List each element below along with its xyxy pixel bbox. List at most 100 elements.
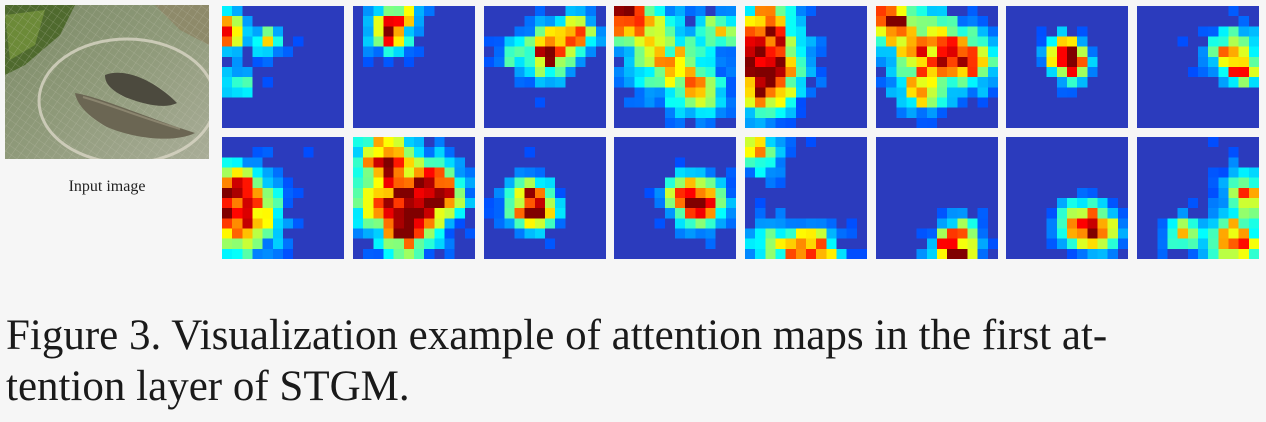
attention-cell <box>534 26 545 37</box>
attention-cell <box>705 16 716 27</box>
attention-cell <box>283 177 294 188</box>
attention-cell <box>634 6 645 17</box>
attention-cell <box>715 46 726 57</box>
attention-cell <box>906 107 917 118</box>
attention-cell <box>393 208 404 219</box>
attention-cell <box>242 36 253 47</box>
attention-cell <box>534 77 545 88</box>
attention-cell <box>545 177 556 188</box>
attention-cell <box>262 177 273 188</box>
attention-cell <box>896 56 907 67</box>
attention-cell <box>424 228 435 239</box>
attention-cell <box>373 16 384 27</box>
attention-cell <box>614 26 625 37</box>
attention-cell <box>937 208 948 219</box>
attention-cell <box>1218 208 1229 219</box>
attention-cell <box>947 248 958 259</box>
attention-cell <box>937 228 948 239</box>
attention-cell <box>624 26 635 37</box>
attention-cell <box>414 198 425 209</box>
attention-cell <box>1177 208 1188 219</box>
attention-cell <box>383 248 394 259</box>
attention-map-10 <box>353 137 475 259</box>
attention-cell <box>836 248 847 259</box>
attention-cell <box>222 16 233 27</box>
attention-cell <box>222 167 233 178</box>
attention-cell <box>957 208 968 219</box>
attention-cell <box>1036 36 1047 47</box>
attention-cell <box>775 26 786 37</box>
attention-cell <box>534 228 545 239</box>
attention-cell <box>937 77 948 88</box>
attention-cell <box>926 87 937 98</box>
attention-cell <box>575 26 586 37</box>
attention-cell <box>664 97 675 108</box>
attention-cell <box>242 198 253 209</box>
attention-cell <box>685 187 696 198</box>
attention-cell <box>1167 228 1178 239</box>
attention-cell <box>1218 67 1229 78</box>
attention-cell <box>373 187 384 198</box>
attention-cell <box>514 198 525 209</box>
attention-cell <box>494 208 505 219</box>
attention-cell <box>272 248 283 259</box>
attention-cell <box>1107 248 1118 259</box>
attention-cell <box>725 218 736 229</box>
attention-cell <box>393 177 404 188</box>
attention-cell <box>494 218 505 229</box>
attention-cell <box>444 167 455 178</box>
attention-cell <box>1107 228 1118 239</box>
attention-cell <box>654 97 665 108</box>
attention-cell <box>232 238 243 249</box>
attention-cell <box>705 187 716 198</box>
attention-cell <box>1177 36 1188 47</box>
attention-cell <box>685 198 696 209</box>
attention-cell <box>695 26 706 37</box>
attention-cell <box>795 16 806 27</box>
attention-cell <box>705 67 716 78</box>
attention-cell <box>1107 198 1118 209</box>
attention-cell <box>947 87 958 98</box>
attention-cell <box>383 36 394 47</box>
attention-cell <box>1228 238 1239 249</box>
attention-cell <box>414 187 425 198</box>
attention-cell <box>494 36 505 47</box>
attention-cell <box>695 177 706 188</box>
attention-cell <box>434 218 445 229</box>
attention-cell <box>403 147 414 158</box>
attention-cell <box>1046 56 1057 67</box>
attention-cell <box>715 16 726 27</box>
attention-cell <box>1208 248 1219 259</box>
attention-cell <box>967 36 978 47</box>
attention-cell <box>675 77 686 88</box>
attention-cell <box>232 77 243 88</box>
attention-cell <box>252 147 263 158</box>
attention-cell <box>715 107 726 118</box>
attention-cell <box>806 228 817 239</box>
attention-cell <box>1228 6 1239 17</box>
attention-cell <box>283 218 294 229</box>
attention-cell <box>765 147 776 158</box>
attention-cell <box>775 16 786 27</box>
attention-cell <box>705 117 716 128</box>
attention-cell <box>987 67 998 78</box>
attention-cell <box>1238 77 1249 88</box>
attention-cell <box>1208 67 1219 78</box>
attention-cell <box>1087 208 1098 219</box>
attention-cell <box>634 46 645 57</box>
attention-cell <box>524 36 535 47</box>
attention-cell <box>957 97 968 108</box>
attention-cell <box>222 26 233 37</box>
attention-cell <box>383 6 394 17</box>
attention-cell <box>675 218 686 229</box>
attention-cell <box>514 177 525 188</box>
attention-cell <box>856 248 867 259</box>
attention-cell <box>916 46 927 57</box>
attention-cell <box>705 177 716 188</box>
attention-cell <box>555 56 566 67</box>
attention-cell <box>373 177 384 188</box>
attention-cell <box>725 87 736 98</box>
attention-cell <box>765 137 776 148</box>
attention-cell <box>685 97 696 108</box>
attention-cell <box>283 238 294 249</box>
